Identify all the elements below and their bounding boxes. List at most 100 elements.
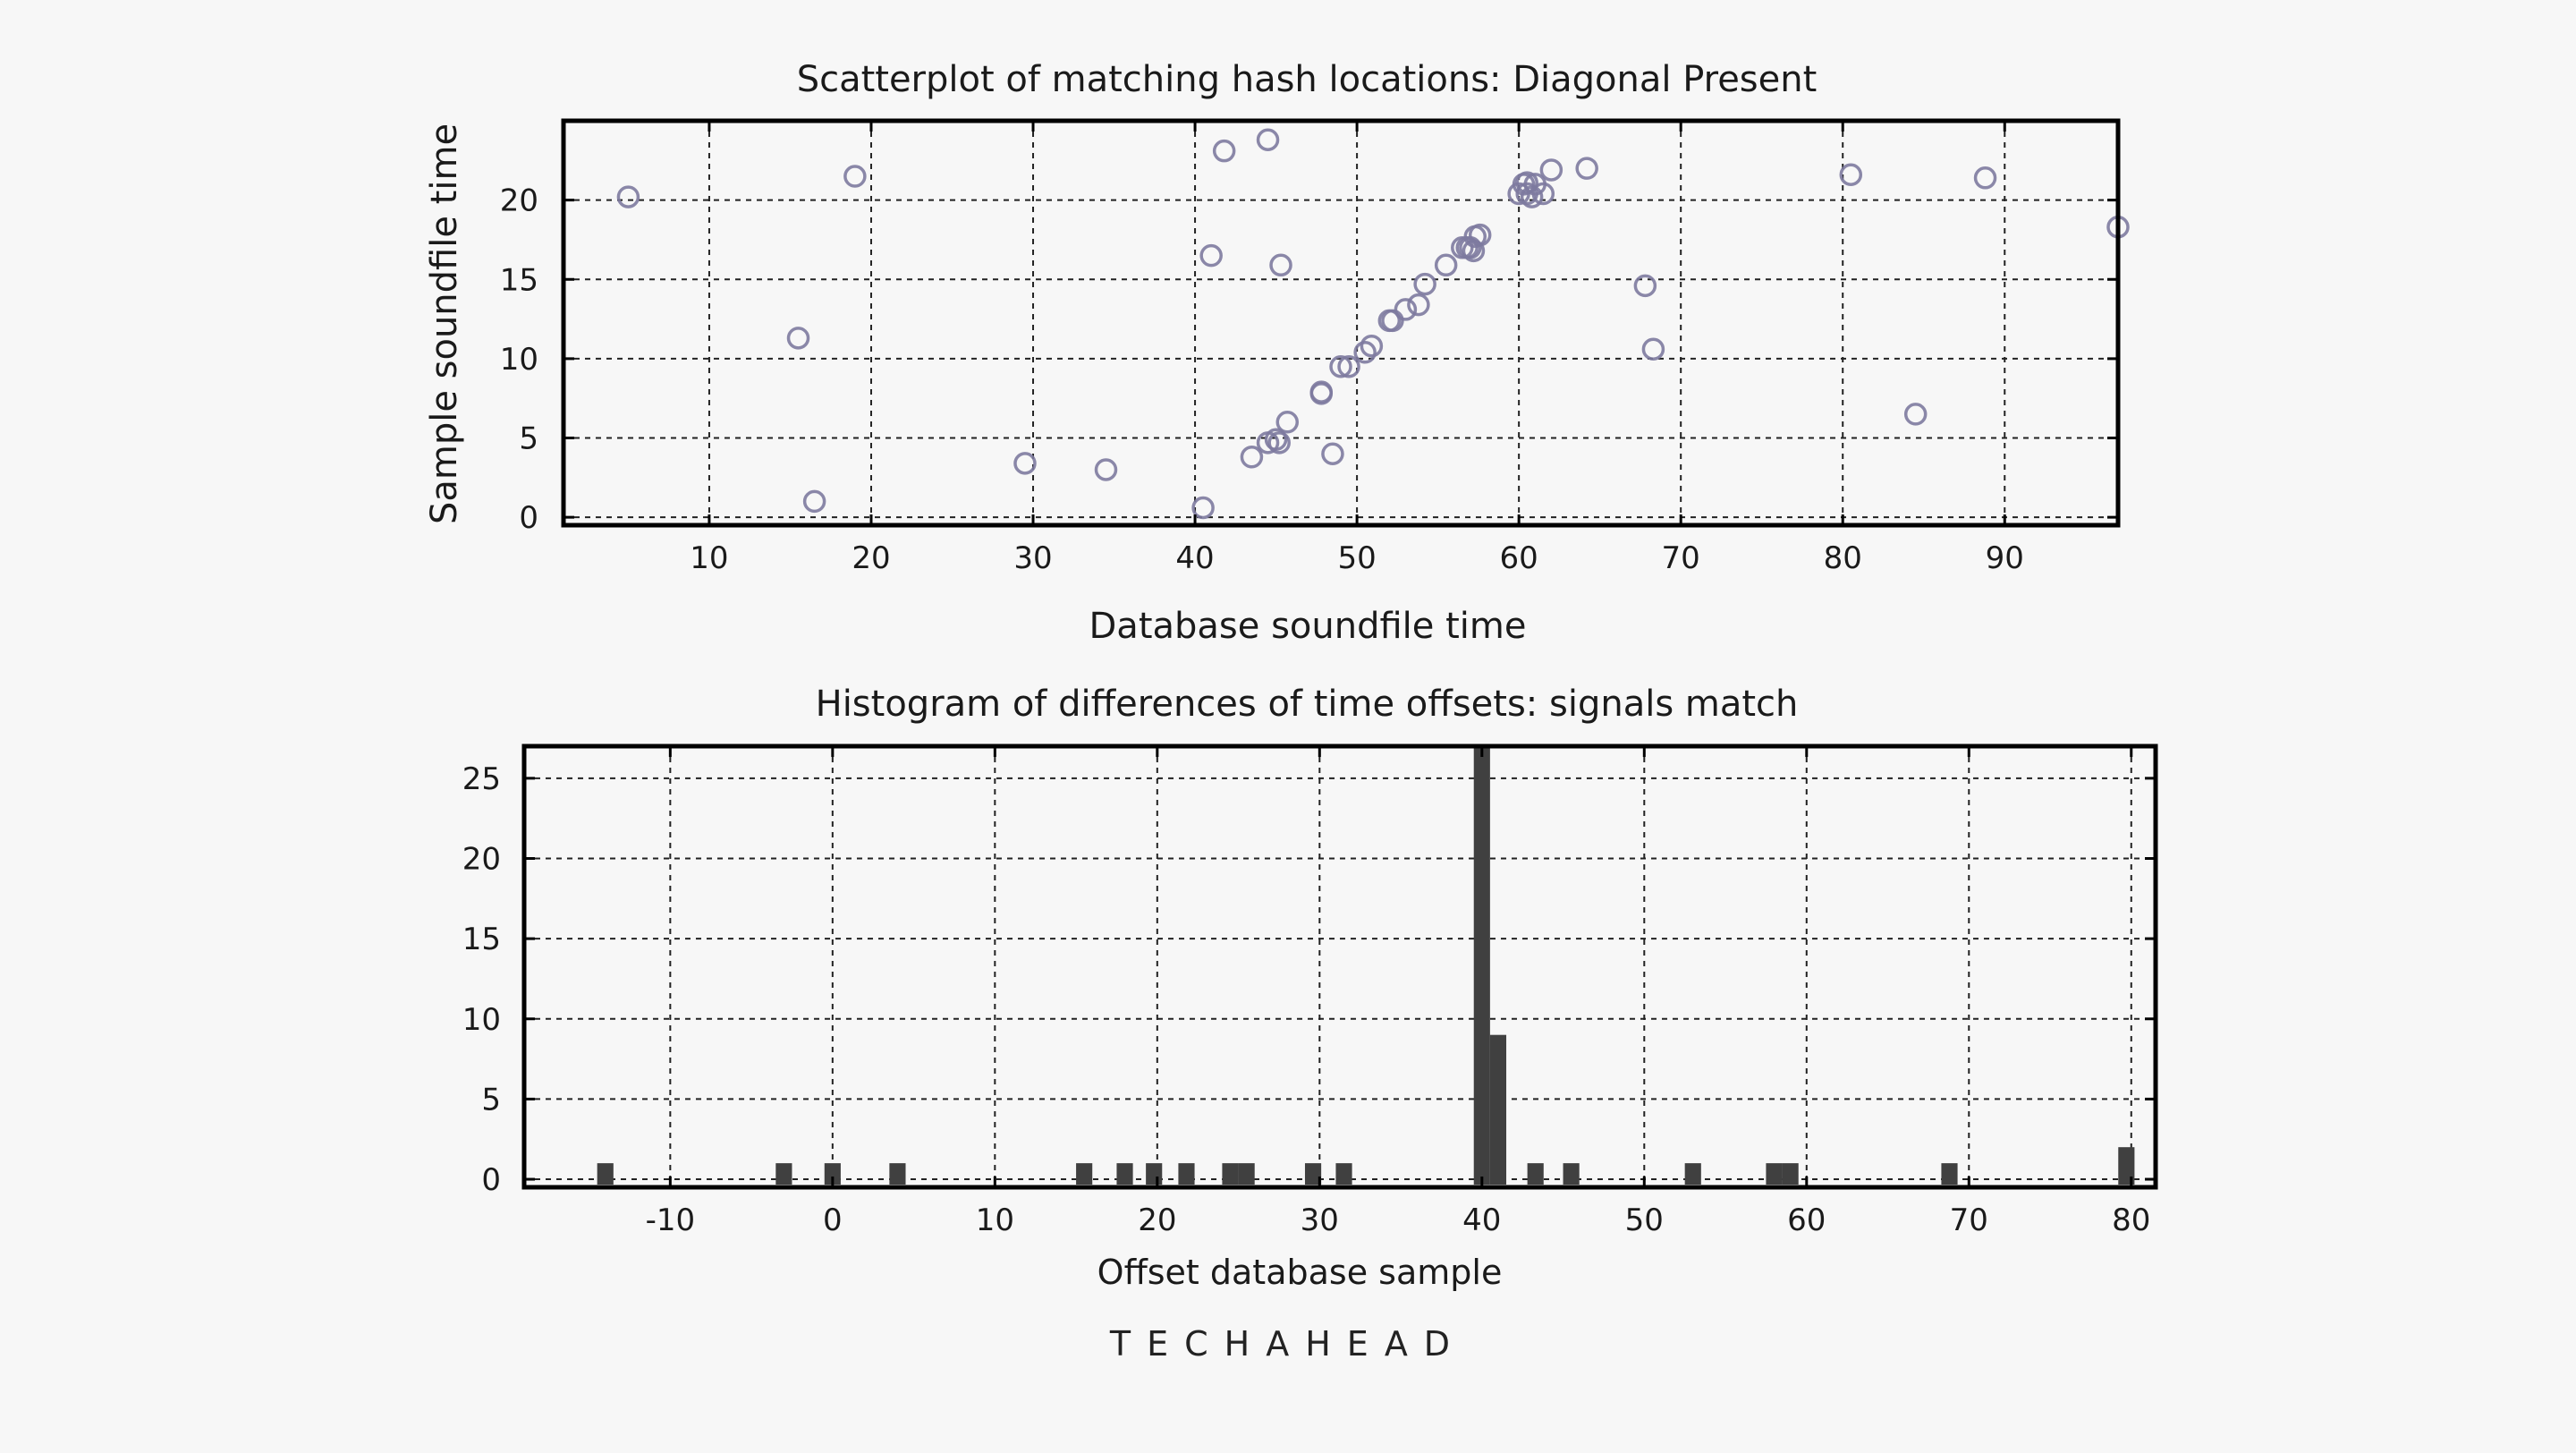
histogram-bars bbox=[597, 746, 2135, 1185]
histogram-bar bbox=[1335, 1163, 1352, 1185]
scatter-point bbox=[1256, 128, 1280, 152]
scatter-point bbox=[1407, 293, 1430, 317]
scatter-point bbox=[1903, 403, 1928, 426]
histogram-title: Histogram of differences of time offsets… bbox=[816, 684, 1799, 725]
histogram-bar bbox=[1473, 746, 1490, 1185]
x-tick-label: 10 bbox=[976, 1202, 1014, 1238]
scatter-point bbox=[1641, 337, 1665, 361]
scatter-point bbox=[1191, 496, 1215, 520]
histogram-bar bbox=[889, 1163, 906, 1185]
histogram-bar bbox=[1238, 1163, 1255, 1185]
scatter-point bbox=[1264, 428, 1288, 452]
scatter-x-axis-label: Database soundfile time bbox=[1089, 606, 1527, 647]
histogram-bar bbox=[2118, 1147, 2135, 1185]
x-tick-label: 80 bbox=[1824, 540, 1862, 576]
histogram-chart: Histogram of differences of time offsets… bbox=[462, 684, 2158, 1292]
scatter-point bbox=[1360, 334, 1384, 358]
scatter-point bbox=[802, 489, 826, 514]
histogram-x-axis-label: Offset database sample bbox=[1097, 1253, 1503, 1292]
histogram-ticks: -10 0 10 20 30 40 50 60 70 80 0 5 10 15 20 25 bbox=[462, 746, 2156, 1238]
histogram-bar bbox=[1178, 1163, 1195, 1185]
scatter-point bbox=[1434, 253, 1458, 277]
scatter-point bbox=[786, 327, 810, 350]
x-tick-label: 50 bbox=[1625, 1202, 1664, 1238]
histogram-bar bbox=[1766, 1163, 1783, 1185]
scatter-ticks: 10 20 30 40 50 60 70 80 90 0 5 10 15 20 bbox=[500, 121, 2118, 576]
x-tick-label: 20 bbox=[1138, 1202, 1176, 1238]
x-tick-label: 30 bbox=[1301, 1202, 1339, 1238]
y-tick-label: 20 bbox=[500, 183, 538, 219]
histogram-bar bbox=[597, 1163, 614, 1185]
histogram-bar bbox=[824, 1163, 841, 1185]
x-tick-label: 70 bbox=[1950, 1202, 1988, 1238]
x-tick-label: -10 bbox=[646, 1202, 696, 1238]
scatter-point bbox=[1337, 354, 1360, 378]
scatter-point bbox=[1539, 158, 1563, 182]
y-tick-label: 25 bbox=[462, 761, 501, 797]
scatter-point bbox=[1633, 274, 1657, 298]
histogram-bar bbox=[1076, 1163, 1093, 1185]
scatter-point bbox=[1353, 341, 1377, 364]
x-tick-label: 0 bbox=[823, 1202, 843, 1238]
scatter-point bbox=[1575, 157, 1598, 180]
scatter-title: Scatterplot of matching hash locations: … bbox=[797, 59, 1818, 100]
x-tick-label: 20 bbox=[852, 540, 890, 576]
scatter-point bbox=[1309, 380, 1334, 404]
y-tick-label: 0 bbox=[481, 1162, 501, 1198]
scatter-point bbox=[1531, 182, 1555, 206]
y-tick-label: 20 bbox=[462, 841, 501, 877]
scatter-point bbox=[1381, 309, 1404, 333]
scatter-point bbox=[616, 185, 640, 208]
histogram-bar bbox=[1563, 1163, 1580, 1185]
histogram-bar bbox=[1941, 1163, 1958, 1185]
x-tick-label: 40 bbox=[1462, 1202, 1501, 1238]
scatter-point bbox=[1329, 354, 1352, 378]
x-tick-label: 50 bbox=[1337, 540, 1376, 576]
scatter-point bbox=[1468, 223, 1492, 247]
x-tick-label: 80 bbox=[2112, 1202, 2150, 1238]
scatter-point bbox=[1094, 458, 1118, 481]
x-tick-label: 40 bbox=[1175, 540, 1214, 576]
scatter-point bbox=[1212, 139, 1236, 163]
y-tick-label: 15 bbox=[500, 262, 538, 298]
scatter-plot-frame bbox=[561, 118, 2121, 528]
brand-wordmark: TECHAHEAD bbox=[1109, 1324, 1467, 1364]
histogram-bar bbox=[1222, 1163, 1239, 1185]
scatter-points bbox=[616, 128, 2130, 520]
y-tick-label: 5 bbox=[519, 421, 538, 457]
histogram-plot-frame bbox=[521, 743, 2158, 1190]
histogram-bar bbox=[1116, 1163, 1133, 1185]
histogram-bar bbox=[1304, 1163, 1322, 1185]
scatter-point bbox=[1275, 411, 1300, 434]
histogram-bar bbox=[1146, 1163, 1163, 1185]
scatter-point bbox=[1413, 272, 1436, 296]
scatter-point bbox=[1973, 166, 1997, 190]
x-tick-label: 30 bbox=[1013, 540, 1052, 576]
scatter-point bbox=[1269, 253, 1292, 277]
y-tick-label: 15 bbox=[462, 922, 501, 957]
scatter-point bbox=[1013, 452, 1037, 475]
y-tick-label: 0 bbox=[519, 500, 538, 536]
histogram-bar bbox=[1684, 1163, 1701, 1185]
y-tick-label: 10 bbox=[500, 342, 538, 378]
y-tick-label: 10 bbox=[462, 1002, 501, 1038]
scatter-point bbox=[1321, 442, 1344, 465]
x-tick-label: 60 bbox=[1500, 540, 1538, 576]
scatter-point bbox=[1394, 298, 1418, 321]
histogram-bar bbox=[1527, 1163, 1544, 1185]
x-tick-label: 60 bbox=[1787, 1202, 1826, 1238]
scatter-point bbox=[1240, 446, 1264, 469]
histogram-bar bbox=[1782, 1163, 1799, 1185]
x-tick-label: 90 bbox=[1986, 540, 2024, 576]
scatter-y-axis-label: Sample soundfile time bbox=[424, 123, 465, 524]
histogram-bar bbox=[775, 1163, 792, 1185]
x-tick-label: 70 bbox=[1662, 540, 1700, 576]
scatter-point bbox=[843, 165, 867, 188]
scatter-grid bbox=[564, 121, 2118, 525]
scatter-point bbox=[1515, 171, 1538, 194]
scatter-point bbox=[1839, 163, 1863, 187]
scatter-point bbox=[1267, 431, 1291, 455]
scatter-point bbox=[1520, 185, 1544, 208]
